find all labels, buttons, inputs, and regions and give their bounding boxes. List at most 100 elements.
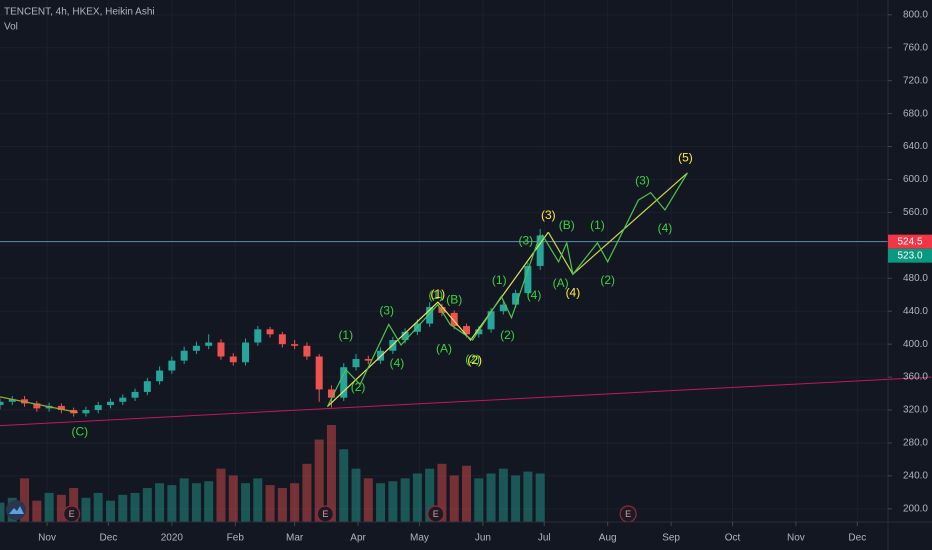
chart-title: TENCENT, 4h, HKEX, Heikin Ashi: [4, 7, 155, 18]
candle-body: [106, 401, 114, 406]
x-tick-label: Feb: [227, 533, 245, 544]
volume-bar: [20, 478, 30, 522]
wave-label: (A): [553, 276, 569, 290]
event-label: E: [69, 509, 75, 519]
volume-bar: [462, 465, 472, 522]
volume-bar: [265, 485, 275, 522]
volume-bar: [388, 481, 398, 522]
y-tick-label: 800.0: [903, 9, 928, 20]
event-label: E: [322, 509, 328, 519]
volume-bar: [179, 478, 189, 522]
price-tag-label: 523.0: [897, 250, 922, 261]
candle-body: [450, 312, 458, 327]
volume-bar: [118, 494, 128, 522]
volume-bar: [314, 439, 324, 522]
candle-body: [82, 410, 90, 414]
candle-body: [499, 304, 507, 312]
candle-body: [242, 342, 250, 363]
wave-label: (1): [428, 288, 443, 302]
wave-label: (3): [379, 303, 394, 317]
x-tick-label: Oct: [725, 533, 741, 544]
candle-body: [33, 403, 41, 409]
x-tick-label: Mar: [286, 533, 304, 544]
wave-label: (3): [519, 233, 534, 247]
y-tick-label: 680.0: [903, 108, 928, 119]
candle-body: [217, 342, 225, 357]
volume-bar: [277, 488, 287, 522]
volume-bar: [486, 473, 496, 522]
y-tick-label: 640.0: [903, 141, 928, 152]
logo[interactable]: [6, 500, 26, 520]
wave-label: (3): [541, 208, 556, 222]
volume-bar: [130, 492, 140, 522]
volume-bar: [351, 468, 361, 522]
volume-bar: [142, 488, 152, 522]
volume-bar: [498, 468, 508, 522]
wave-label: (2): [467, 353, 482, 367]
volume-bar: [376, 483, 386, 522]
y-tick-label: 240.0: [903, 471, 928, 482]
candle-body: [143, 381, 151, 392]
wave-label: (2): [351, 380, 366, 394]
candle-body: [266, 329, 274, 335]
candle-body: [303, 345, 311, 357]
wave-label: (C): [71, 424, 88, 438]
candle-body: [278, 334, 286, 345]
candle-body: [131, 391, 139, 398]
candle-body: [0, 401, 4, 406]
y-tick-label: 280.0: [903, 438, 928, 449]
volume-bar: [93, 492, 103, 522]
y-tick-label: 400.0: [903, 339, 928, 350]
wave-line: [326, 234, 541, 407]
volume-bar: [437, 463, 447, 522]
y-tick-label: 200.0: [903, 503, 928, 514]
candle-body: [57, 405, 65, 411]
y-tick-label: 760.0: [903, 42, 928, 53]
wave-label: (A): [436, 341, 452, 355]
wave-line: [0, 396, 78, 414]
volume-bar: [400, 478, 410, 522]
volume-title: Vol: [4, 22, 18, 33]
candle-body: [291, 344, 299, 346]
x-tick-label: Nov: [787, 533, 805, 544]
price-tag: [888, 234, 932, 249]
candle-body: [475, 329, 483, 335]
volume-bar: [511, 475, 521, 522]
volume-bar: [56, 494, 66, 522]
wave-label: (4): [566, 285, 581, 299]
candle-body: [327, 389, 335, 398]
volume-bar: [449, 475, 459, 522]
candle-body: [315, 356, 323, 390]
candle-body: [229, 356, 237, 363]
x-tick-label: 2020: [161, 533, 184, 544]
volume-bar: [412, 473, 422, 522]
volume-bar: [105, 500, 115, 522]
candle-body: [156, 370, 164, 382]
y-tick-label: 480.0: [903, 273, 928, 284]
candle-body: [340, 367, 348, 398]
wave-label: (1): [431, 287, 446, 301]
candle-body: [524, 265, 532, 294]
candle-body: [8, 399, 16, 402]
volume-bar: [44, 492, 54, 522]
candle-body: [401, 331, 409, 341]
volume-bar: [81, 497, 91, 522]
candle-body: [180, 350, 188, 361]
candle-body: [119, 397, 127, 402]
x-tick-label: Aug: [599, 533, 617, 544]
price-tag-label: 524.5: [897, 236, 922, 247]
volume-bar: [290, 483, 300, 522]
volume-bar: [474, 478, 484, 522]
volume-bar: [155, 483, 165, 522]
candle-body: [536, 235, 544, 266]
volume-bar: [167, 485, 177, 522]
volume-bar: [253, 478, 263, 522]
wave-label: (2): [500, 328, 515, 342]
wave-label: (4): [658, 221, 673, 235]
volume-bar: [302, 463, 312, 522]
wave-label: (3): [635, 173, 650, 187]
wave-label: (2): [600, 273, 615, 287]
volume-bar: [32, 500, 42, 522]
